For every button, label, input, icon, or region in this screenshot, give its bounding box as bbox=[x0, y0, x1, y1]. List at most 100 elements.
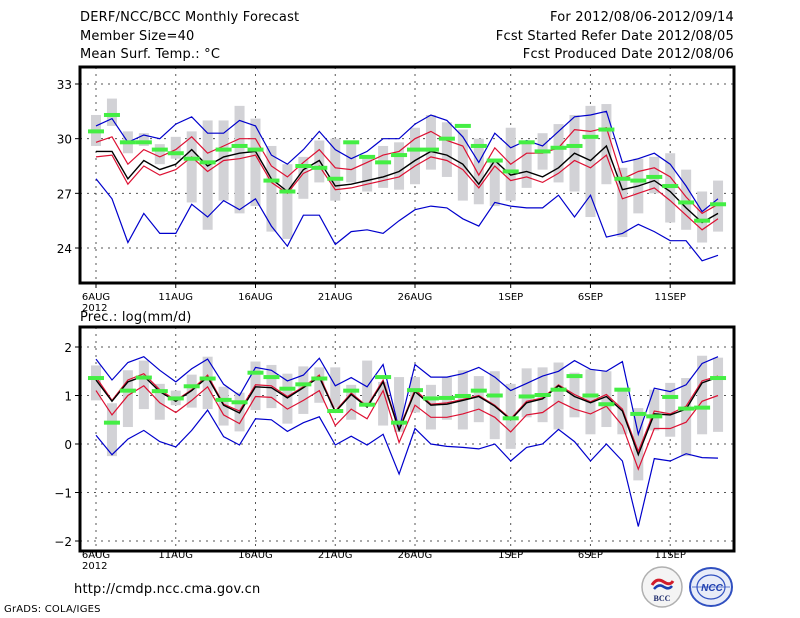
observed-marker bbox=[151, 389, 168, 394]
observed-marker bbox=[486, 158, 503, 163]
range-bar bbox=[346, 144, 357, 183]
range-bar bbox=[138, 360, 149, 410]
observed-marker bbox=[438, 136, 455, 141]
x-tick-label: 16AUG bbox=[238, 550, 273, 561]
observed-marker bbox=[295, 164, 312, 168]
range-bar bbox=[266, 145, 277, 232]
ncc-logo-text: NCC bbox=[701, 583, 723, 594]
observed-marker bbox=[311, 376, 328, 381]
x-tick-label: 11AUG bbox=[158, 550, 193, 561]
range-bar bbox=[138, 133, 149, 146]
observed-marker bbox=[215, 397, 232, 402]
range-bar bbox=[681, 169, 692, 230]
observed-marker bbox=[167, 396, 184, 401]
x-tick-label: 21AUG bbox=[318, 550, 353, 561]
source-url: http://cmdp.ncc.cma.gov.cn bbox=[74, 582, 261, 597]
range-bar bbox=[713, 357, 724, 432]
observed-marker bbox=[470, 143, 487, 148]
observed-marker bbox=[470, 388, 487, 393]
x-tick-label: 6SEP bbox=[578, 550, 603, 561]
observed-marker bbox=[646, 414, 663, 419]
range-bar bbox=[378, 381, 389, 426]
observed-marker bbox=[263, 178, 280, 183]
range-bar bbox=[346, 384, 357, 420]
observed-marker bbox=[375, 160, 392, 165]
series-line-ensemble-min bbox=[95, 409, 719, 527]
observed-marker bbox=[103, 112, 120, 117]
observed-marker bbox=[343, 140, 360, 145]
observed-marker bbox=[295, 382, 312, 387]
range-bar bbox=[202, 356, 213, 410]
y-tick-label: 0 bbox=[64, 438, 72, 452]
range-bar bbox=[649, 389, 660, 431]
observed-marker bbox=[694, 218, 711, 223]
observed-marker bbox=[183, 384, 200, 389]
series-line-ensemble-min bbox=[95, 178, 719, 262]
observed-marker bbox=[678, 200, 695, 205]
range-bar bbox=[362, 360, 373, 407]
observed-marker bbox=[422, 147, 439, 152]
y-tick-label: −2 bbox=[54, 535, 72, 549]
y-tick-label: 1 bbox=[64, 390, 72, 404]
observed-marker bbox=[502, 416, 519, 421]
observed-marker bbox=[678, 406, 695, 411]
range-bar bbox=[697, 191, 708, 243]
observed-marker bbox=[359, 402, 376, 407]
range-bar bbox=[250, 118, 261, 207]
observed-marker bbox=[327, 176, 344, 181]
observed-marker bbox=[263, 375, 280, 380]
observed-marker bbox=[422, 396, 439, 401]
x-tick-label: 1SEP bbox=[498, 292, 523, 303]
observed-marker bbox=[662, 394, 679, 399]
x-tick-label: 6SEP bbox=[578, 292, 603, 303]
range-bar bbox=[410, 127, 420, 185]
forecast-period-label: For 2012/08/06-2012/09/14 bbox=[550, 10, 734, 25]
range-bar bbox=[425, 114, 436, 170]
range-bar bbox=[170, 136, 181, 159]
observed-marker bbox=[518, 394, 535, 399]
range-bar bbox=[91, 365, 101, 401]
range-bar bbox=[665, 382, 676, 437]
range-bar bbox=[489, 162, 500, 207]
grads-credit: GrADS: COLA/IGES bbox=[4, 604, 101, 615]
forecast-produced-date-label: Fcst Produced Date 2012/08/06 bbox=[522, 47, 734, 62]
observed-marker bbox=[391, 153, 408, 158]
range-bar bbox=[330, 367, 341, 408]
y-tick-label: 33 bbox=[57, 78, 72, 92]
range-bar bbox=[106, 403, 117, 457]
range-bar bbox=[122, 370, 133, 428]
series-line-ensemble-max bbox=[95, 110, 719, 213]
ncc-logo: NCC bbox=[688, 566, 734, 608]
forecast-start-date-label: Fcst Started Refer Date 2012/08/05 bbox=[495, 29, 734, 44]
observed-marker bbox=[710, 376, 727, 381]
observed-marker bbox=[327, 409, 344, 414]
observed-marker bbox=[550, 387, 567, 392]
observed-marker bbox=[502, 169, 519, 174]
x-tick-label: 11SEP bbox=[654, 550, 685, 561]
observed-marker bbox=[88, 129, 104, 134]
observed-marker bbox=[646, 174, 663, 179]
y-tick-label: 27 bbox=[57, 187, 72, 201]
observed-marker bbox=[103, 420, 120, 425]
y-tick-label: 24 bbox=[57, 242, 72, 256]
range-bar bbox=[394, 142, 405, 190]
observed-marker bbox=[167, 151, 184, 156]
observed-marker bbox=[694, 405, 711, 410]
range-bar bbox=[330, 138, 341, 201]
range-bar bbox=[521, 140, 532, 188]
observed-marker bbox=[407, 147, 423, 152]
variable-label-temperature: Mean Surf. Temp.: °C bbox=[80, 47, 221, 62]
observed-marker bbox=[630, 178, 647, 183]
observed-marker bbox=[119, 140, 136, 145]
observed-marker bbox=[710, 202, 727, 207]
range-bar bbox=[617, 167, 628, 238]
observed-marker bbox=[550, 145, 567, 150]
range-bar bbox=[282, 164, 293, 239]
range-bar bbox=[425, 384, 436, 430]
range-bar bbox=[202, 120, 213, 230]
member-size-label: Member Size=40 bbox=[80, 29, 195, 44]
y-tick-label: 2 bbox=[64, 341, 72, 355]
observed-marker bbox=[614, 176, 631, 181]
